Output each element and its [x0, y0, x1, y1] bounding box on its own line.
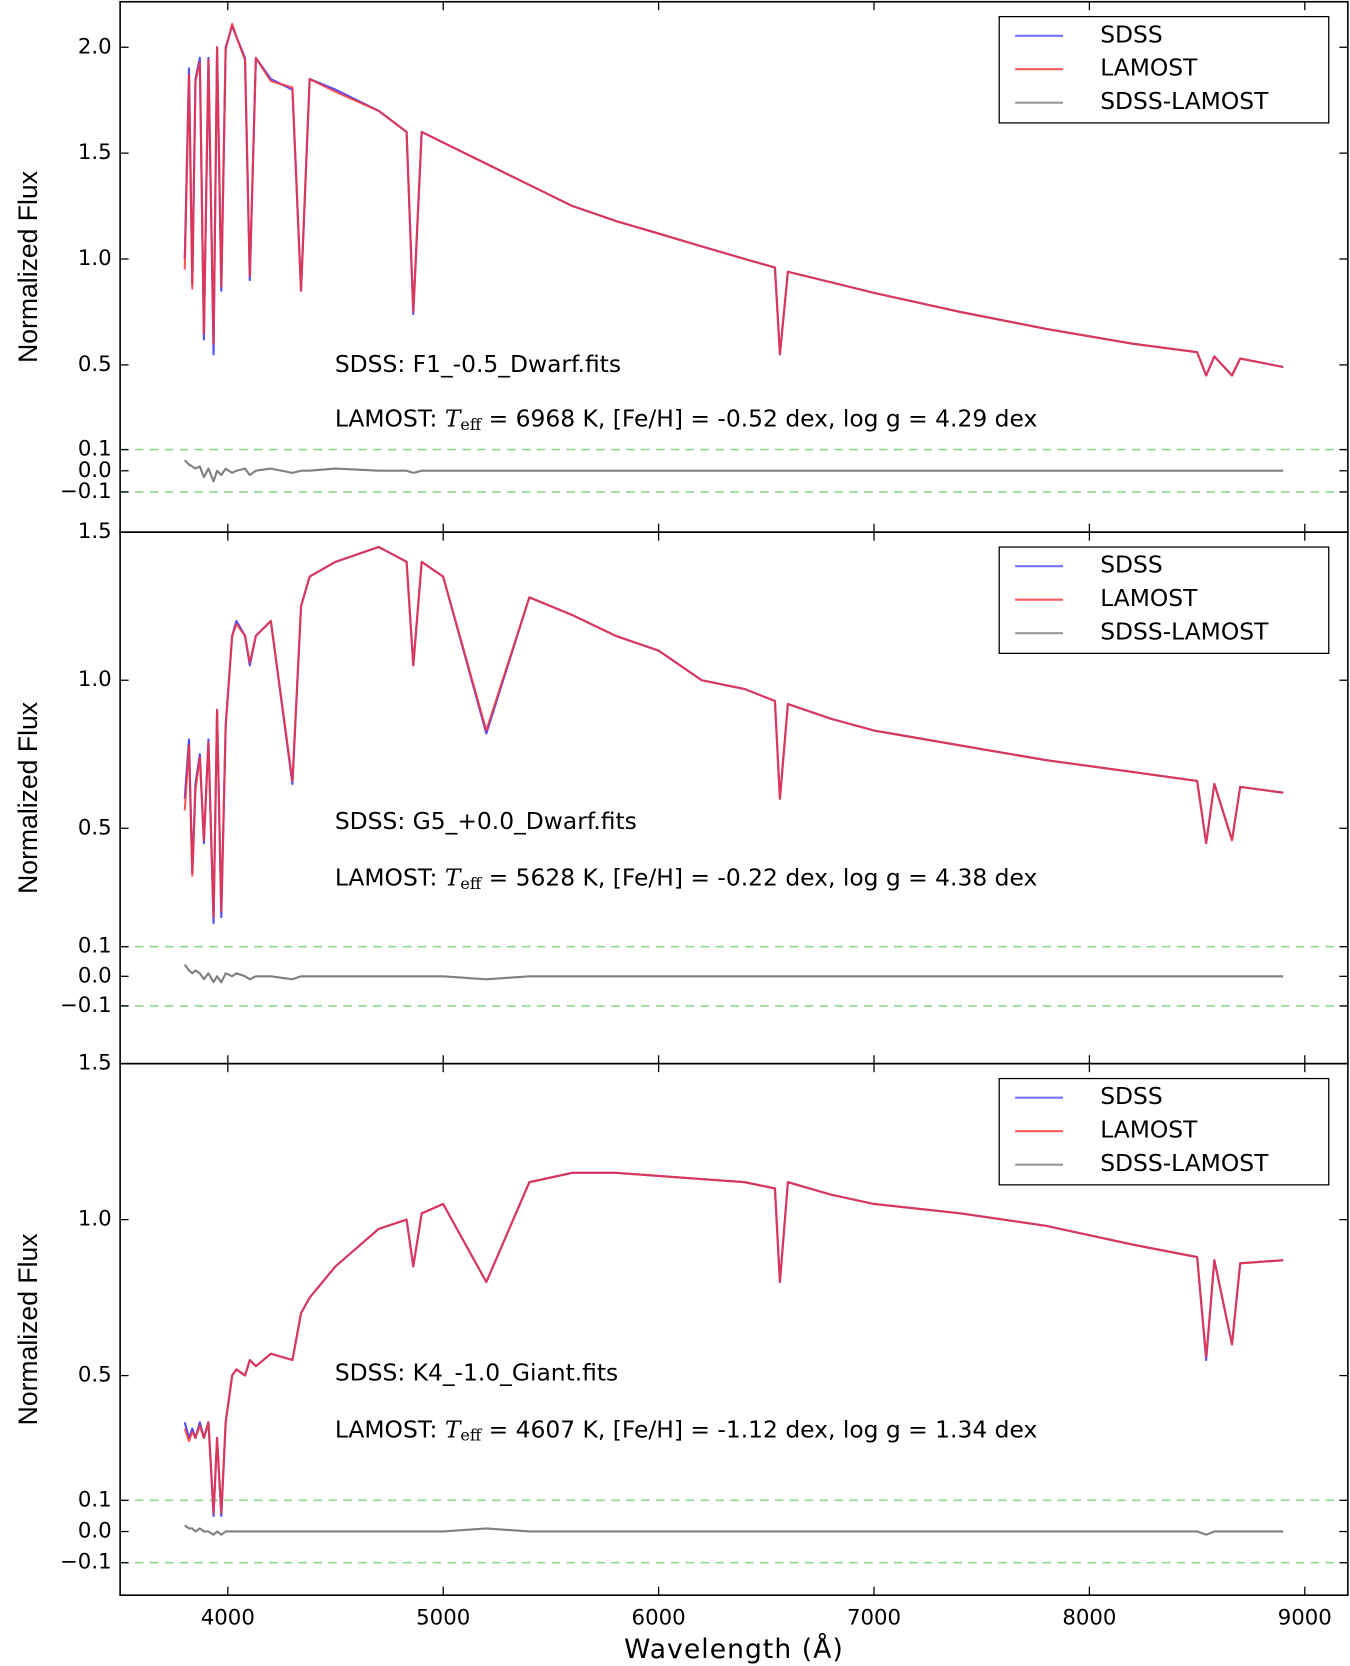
legend-label: SDSS	[1100, 551, 1163, 579]
y-tick-label: 1.5	[78, 140, 112, 165]
legend-label: SDSS-LAMOST	[1100, 618, 1269, 646]
y-tick-label: 2.0	[78, 34, 112, 59]
spectrum-line	[183, 459, 1284, 483]
annotation-text: LAMOST:	[335, 404, 445, 432]
legend: SDSS LAMOST SDSS-LAMOST	[998, 15, 1330, 124]
y-tick-label: −0.1	[60, 993, 112, 1018]
annotation-text: = 5628 K, [Fe/H] = -0.22 dex, log g = 4.…	[481, 863, 1037, 891]
annotation: LAMOST: Teff = 5628 K, [Fe/H] = -0.22 de…	[335, 863, 1038, 892]
axes-frame	[119, 1062, 1349, 1596]
y-axis-label: Normalized Flux	[13, 1233, 43, 1425]
legend-label: SDSS	[1100, 20, 1163, 48]
y-tick-label: −0.1	[60, 479, 112, 504]
y-tick-label: 1.0	[78, 246, 112, 271]
annotation-subscript: eff	[460, 1425, 482, 1444]
legend-label: SDSS-LAMOST	[1100, 87, 1269, 115]
annotation: LAMOST: Teff = 6968 K, [Fe/H] = -0.52 de…	[335, 404, 1038, 433]
y-tick-label: 0.5	[78, 815, 112, 840]
annotation-subscript: eff	[460, 414, 482, 433]
y-axis-label: Normalized Flux	[13, 171, 43, 363]
legend: SDSS LAMOST SDSS-LAMOST	[998, 546, 1330, 654]
annotation-symbol: T	[445, 404, 463, 432]
y-tick-label: 1.5	[78, 519, 112, 544]
legend-label: SDSS-LAMOST	[1100, 1149, 1269, 1177]
panel: −0.1 0.0 0.1 0.5 1.0 1.5 4000 5000 6000 7000 8000 9…	[13, 1051, 1349, 1665]
y-tick-label: 1.0	[78, 667, 112, 692]
legend-label: LAMOST	[1100, 584, 1198, 612]
annotation: SDSS: F1_-0.5_Dwarf.fits	[335, 350, 621, 378]
y-tick-label: 0.1	[78, 934, 112, 959]
legend: SDSS LAMOST SDSS-LAMOST	[998, 1077, 1330, 1186]
annotation-symbol: T	[445, 863, 463, 891]
series-group	[183, 22, 1284, 483]
annotation: SDSS: K4_-1.0_Giant.fits	[335, 1359, 618, 1387]
y-tick-label: 0.1	[78, 437, 112, 462]
annotation-text: LAMOST:	[335, 863, 445, 891]
spectrum-line	[183, 545, 1284, 919]
spectrum-line	[183, 22, 1284, 377]
annotation-text: = 4607 K, [Fe/H] = -1.12 dex, log g = 1.…	[481, 1415, 1037, 1443]
x-tick-label: 7000	[847, 1606, 901, 1631]
spectrum-line	[183, 963, 1284, 984]
y-axis-label: Normalized Flux	[13, 702, 43, 894]
y-tick-label: 0.5	[78, 352, 112, 377]
x-tick-label: 4000	[201, 1606, 255, 1631]
y-tick-label: 0.0	[78, 458, 112, 483]
spectrum-line	[184, 1524, 1284, 1536]
annotation-subscript: eff	[460, 874, 482, 893]
panel: −0.1 0.0 0.1 0.5 1.0 1.5 Normalized Flux SDSS: …	[13, 519, 1349, 1065]
x-tick-label: 8000	[1062, 1606, 1116, 1631]
series-group	[183, 545, 1284, 984]
annotation-text: LAMOST:	[335, 1415, 445, 1443]
spectrum-line	[183, 1171, 1284, 1518]
annotation: SDSS: G5_+0.0_Dwarf.fits	[335, 807, 637, 835]
y-tick-label: 1.5	[78, 1051, 112, 1076]
panel: −0.10.00.1 0.5 1.0 1.5 2.0 Normalized Flux SDS…	[13, 0, 1349, 533]
series-group	[183, 1171, 1284, 1536]
y-tick-label: 0.5	[78, 1363, 112, 1388]
x-tick-label: 9000	[1278, 1606, 1332, 1631]
y-tick-label: −0.1	[60, 1550, 112, 1575]
annotation-symbol: T	[445, 1415, 463, 1443]
y-tick-label: 0.0	[78, 1519, 112, 1544]
spectrum-line	[183, 1171, 1284, 1514]
x-tick-label: 5000	[416, 1606, 470, 1631]
legend-label: SDSS	[1100, 1082, 1163, 1110]
y-tick-label: 0.1	[78, 1487, 112, 1512]
legend-label: LAMOST	[1100, 1116, 1198, 1144]
x-axis-label: Wavelength (Å)	[624, 1633, 844, 1665]
y-tick-label: 1.0	[78, 1207, 112, 1232]
annotation-text: = 6968 K, [Fe/H] = -0.52 dex, log g = 4.…	[481, 404, 1037, 432]
annotation: LAMOST: Teff = 4607 K, [Fe/H] = -1.12 de…	[335, 1415, 1038, 1444]
legend-label: LAMOST	[1100, 54, 1198, 82]
x-tick-label: 6000	[632, 1606, 686, 1631]
y-tick-label: 0.0	[78, 963, 112, 988]
